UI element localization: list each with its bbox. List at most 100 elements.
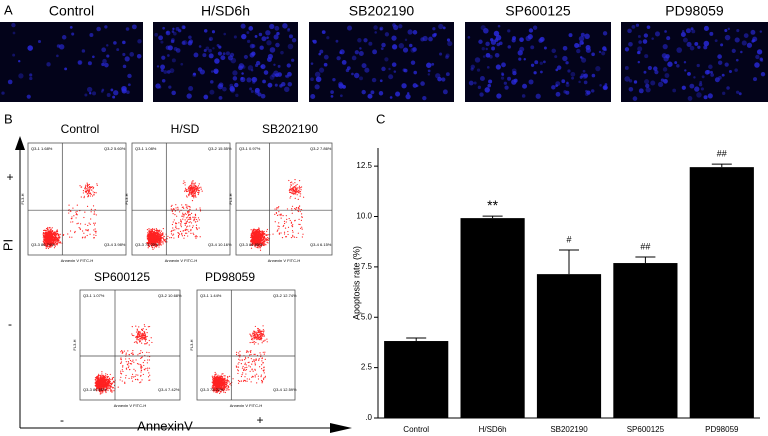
nucleus [323, 54, 329, 60]
event-dot [81, 230, 84, 232]
quadrant-label: Q3-3 88.74% [31, 242, 55, 247]
event-dot [298, 191, 300, 193]
nucleus [160, 64, 166, 70]
event-dot [84, 187, 86, 189]
event-dot [94, 230, 96, 232]
event-dot [89, 195, 91, 197]
event-dot [291, 212, 293, 214]
event-dot [294, 208, 297, 210]
event-dot [119, 379, 121, 381]
event-dot [276, 208, 278, 210]
nucleus [287, 28, 291, 32]
nucleus [277, 72, 282, 77]
event-dot [86, 187, 88, 190]
event-dot [256, 236, 258, 238]
event-dot [175, 225, 177, 227]
event-dot [44, 244, 46, 247]
event-dot [197, 188, 199, 190]
event-dot [57, 241, 60, 243]
nucleus [209, 89, 215, 95]
event-dot [145, 328, 147, 331]
nucleus [494, 52, 500, 58]
nucleus [578, 35, 585, 42]
event-dot [92, 186, 95, 188]
event-dot [158, 230, 160, 232]
event-dot [47, 240, 49, 242]
nucleus [274, 83, 278, 87]
nucleus [703, 45, 708, 50]
event-dot [170, 237, 173, 239]
event-dot [293, 190, 295, 192]
event-dot [226, 388, 228, 390]
event-dot [158, 244, 160, 246]
nucleus [534, 60, 539, 65]
event-dot [136, 341, 138, 343]
event-dot [196, 228, 198, 231]
event-dot [91, 186, 93, 188]
event-dot [299, 210, 301, 213]
event-dot [226, 378, 228, 381]
event-dot [138, 352, 140, 355]
nucleus [441, 77, 446, 82]
nucleus [741, 40, 747, 46]
nucleus [259, 45, 264, 50]
event-dot [173, 219, 175, 221]
nucleus [532, 25, 538, 30]
event-dot [178, 222, 180, 224]
nucleus [81, 49, 86, 53]
quadrant-label: Q3-2 15.55% [208, 146, 232, 151]
plot-y-label: FL3-H [228, 193, 233, 204]
event-dot [155, 234, 157, 236]
event-dot [83, 196, 85, 199]
nucleus [686, 41, 692, 47]
event-dot [131, 326, 133, 328]
event-dot [282, 215, 284, 217]
event-dot [89, 223, 91, 225]
event-dot [98, 378, 100, 380]
event-dot [97, 375, 99, 377]
event-dot [289, 188, 291, 190]
nucleus [724, 34, 731, 41]
nucleus [229, 52, 235, 58]
event-dot [259, 234, 262, 236]
event-dot [227, 377, 229, 379]
nucleus [474, 57, 481, 63]
nucleus [507, 29, 511, 33]
event-dot [290, 221, 293, 223]
event-dot [159, 229, 161, 231]
event-dot [170, 231, 172, 233]
nucleus [726, 86, 730, 90]
event-dot [148, 339, 150, 342]
nucleus [432, 33, 437, 38]
event-dot [298, 179, 301, 182]
event-dot [79, 223, 82, 225]
nucleus [248, 26, 254, 31]
event-dot [151, 233, 153, 235]
nucleus [696, 63, 700, 68]
nucleus [689, 83, 695, 89]
event-dot [197, 189, 200, 192]
event-dot [193, 216, 195, 218]
event-dot [199, 210, 202, 212]
event-dot [46, 244, 48, 246]
nucleus [523, 58, 526, 61]
nucleus [233, 35, 237, 39]
nucleus [291, 58, 295, 62]
event-dot [176, 228, 178, 230]
event-dot [282, 225, 284, 227]
nucleus [404, 38, 408, 42]
event-dot [80, 196, 82, 198]
nucleus [276, 31, 280, 36]
event-dot [187, 216, 189, 218]
event-dot [185, 188, 187, 191]
nucleus [412, 47, 417, 52]
event-dot [104, 377, 106, 379]
nucleus [378, 91, 384, 96]
nucleus [490, 39, 497, 45]
event-dot [53, 240, 55, 242]
nucleus [624, 65, 629, 70]
event-dot [182, 212, 184, 214]
event-dot [45, 241, 47, 243]
event-dot [110, 390, 112, 392]
nucleus [482, 55, 486, 58]
